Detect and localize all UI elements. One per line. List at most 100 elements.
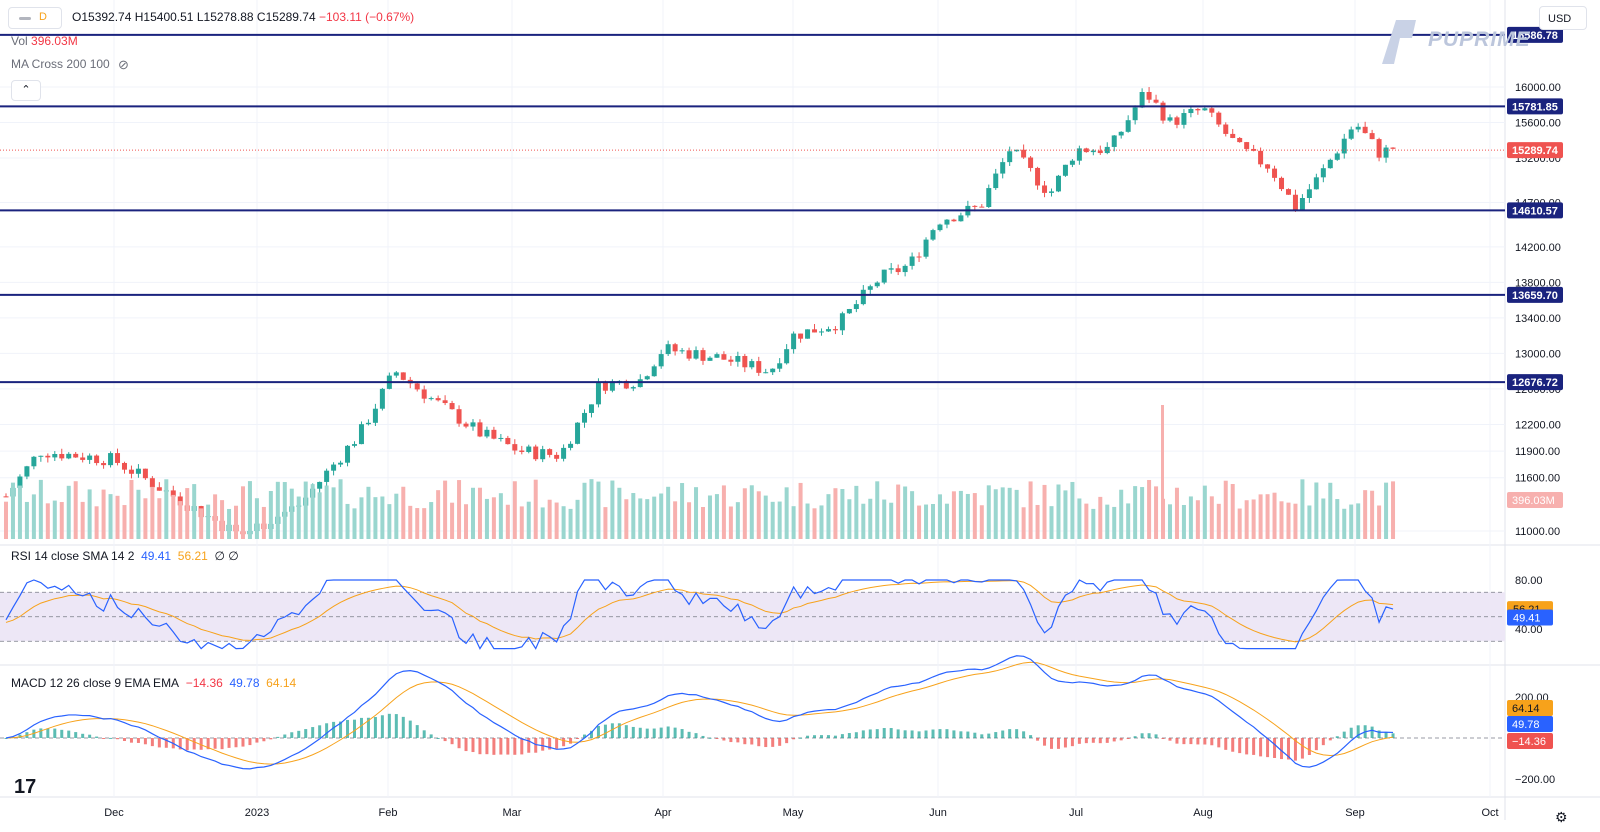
- candle-body: [519, 450, 525, 452]
- macd-histogram-bar: [1328, 738, 1332, 741]
- tradingview-logo-icon[interactable]: 17: [14, 776, 37, 798]
- macd-histogram-bar: [450, 738, 454, 745]
- volume-bar: [213, 494, 218, 539]
- candle-body: [1292, 194, 1298, 210]
- volume-bar: [875, 481, 880, 539]
- volume-bar: [749, 485, 754, 539]
- volume-bar: [464, 504, 469, 539]
- macd-line: [5, 655, 1394, 770]
- macd-histogram-bar: [1335, 736, 1339, 738]
- volume-bar: [575, 499, 580, 539]
- candle-body: [916, 256, 922, 258]
- volume-bar: [924, 504, 929, 539]
- volume-bar: [958, 490, 963, 539]
- macd-histogram-bar: [339, 721, 343, 738]
- macd-histogram-bar: [436, 737, 440, 739]
- macd-histogram-bar: [638, 727, 642, 738]
- candle-body: [1362, 126, 1368, 134]
- candle-body: [714, 354, 720, 358]
- candle-body: [1265, 164, 1271, 169]
- volume-bar: [227, 508, 232, 539]
- candle-body: [121, 462, 127, 470]
- macd-tick-label: −200.00: [1515, 774, 1555, 786]
- macd-histogram-bar: [569, 738, 573, 744]
- candle-body: [609, 381, 615, 391]
- volume-bar: [1188, 496, 1193, 539]
- level-badge-label: 12676.72: [1512, 377, 1558, 389]
- macd-histogram-bar: [861, 730, 865, 738]
- candle-body: [379, 388, 385, 409]
- candle-body: [686, 350, 692, 359]
- candle-body: [128, 469, 134, 474]
- candle-body: [533, 446, 539, 460]
- volume-badge: [1507, 492, 1563, 508]
- macd-histogram-bar: [499, 738, 503, 755]
- volume-bar: [1021, 507, 1026, 539]
- price-tick-label: 11600.00: [1515, 473, 1560, 485]
- ma-cross-legend[interactable]: MA Cross 200 100: [11, 57, 110, 71]
- macd-line-value: 49.78: [229, 676, 260, 690]
- macd-histogram-bar: [1168, 738, 1172, 741]
- macd-histogram-bar: [562, 738, 566, 747]
- volume-bar: [1216, 503, 1221, 539]
- volume-bar: [917, 505, 922, 539]
- price-tick-label: 13000.00: [1515, 348, 1561, 360]
- macd-histogram-bar: [576, 738, 580, 739]
- macd-histogram-bar: [1273, 738, 1277, 758]
- volume-bar: [31, 494, 36, 539]
- volume-bar: [1307, 505, 1312, 539]
- candle-body: [582, 412, 588, 423]
- volume-bar: [819, 505, 824, 539]
- macd-histogram-bar: [1140, 733, 1144, 738]
- macd-histogram-bar: [39, 728, 43, 738]
- eye-hidden-icon[interactable]: ⊘: [118, 57, 129, 72]
- time-axis-label: Aug: [1193, 807, 1213, 819]
- macd-histogram-bar: [980, 734, 984, 738]
- macd-histogram-bar: [366, 717, 370, 738]
- candle-body: [1167, 117, 1173, 121]
- volume-bar: [1342, 508, 1347, 539]
- candle-body: [707, 357, 713, 361]
- volume-bar: [1363, 490, 1368, 539]
- macd-histogram-bar: [799, 737, 803, 739]
- currency-selector[interactable]: USD: [1539, 6, 1587, 30]
- candle-body: [1181, 113, 1187, 125]
- candle-body: [693, 350, 699, 359]
- collapse-legend-button[interactable]: ⌃: [11, 80, 41, 101]
- minus-icon: [19, 17, 31, 20]
- volume-bar: [1328, 482, 1333, 539]
- candle-body: [602, 382, 608, 391]
- macd-histogram-bar: [722, 738, 726, 741]
- macd-histogram-bar: [1245, 738, 1249, 755]
- candle-body: [930, 230, 936, 240]
- candle-body: [721, 354, 727, 360]
- macd-histogram-bar: [1015, 729, 1019, 738]
- macd-histogram-bar: [603, 724, 607, 738]
- macd-histogram-bar: [346, 719, 350, 738]
- gear-icon[interactable]: ⚙: [1555, 809, 1568, 825]
- volume-bar: [1377, 505, 1382, 539]
- volume-bar: [1035, 504, 1040, 539]
- volume-bar: [1007, 487, 1012, 539]
- volume-bar: [1000, 487, 1005, 539]
- macd-histogram-bar: [541, 738, 545, 751]
- candle-body: [630, 387, 636, 389]
- rsi-sma-value: 56.21: [177, 549, 208, 563]
- volume-bar: [1140, 487, 1145, 539]
- candle-body: [651, 366, 657, 377]
- candle-body: [839, 313, 845, 331]
- candle-body: [902, 265, 908, 273]
- volume-bar: [1223, 480, 1228, 539]
- volume-bar: [1042, 484, 1047, 539]
- macd-histogram-bar: [143, 738, 147, 745]
- symbol-interval-pill[interactable]: D: [8, 7, 62, 29]
- macd-histogram-bar: [311, 727, 315, 738]
- macd-histogram-bar: [359, 717, 363, 738]
- candle-body: [1090, 150, 1096, 153]
- volume-bar: [240, 486, 245, 539]
- volume-bar: [206, 504, 211, 539]
- macd-histogram-bar: [178, 738, 182, 750]
- macd-histogram-bar: [353, 719, 356, 738]
- volume-bar: [401, 486, 406, 539]
